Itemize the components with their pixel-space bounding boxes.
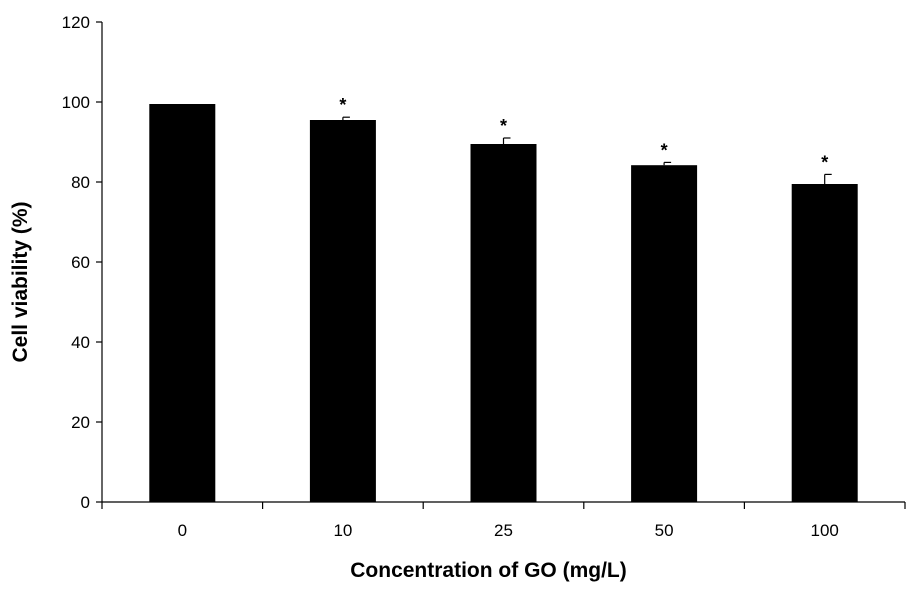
significance-mark-100: *: [821, 152, 828, 172]
bar-25: [470, 144, 537, 502]
x-tick-label-25: 25: [494, 521, 513, 540]
bar-100: [791, 184, 858, 502]
bar-10: [309, 120, 376, 502]
significance-markers: * * * *: [339, 95, 828, 172]
bar-0: [149, 104, 216, 502]
x-tick-label-10: 10: [333, 521, 352, 540]
significance-mark-50: *: [661, 140, 668, 160]
error-bars: [342, 116, 832, 184]
y-ticks: 0 20 40 60 80 100 120: [62, 13, 102, 512]
x-axis-title: Concentration of GO (mg/L): [350, 559, 626, 582]
x-tick-label-0: 0: [178, 521, 187, 540]
y-tick-label-40: 40: [71, 333, 90, 352]
y-tick-label-80: 80: [71, 173, 90, 192]
y-tick-label-20: 20: [71, 413, 90, 432]
bars: [149, 104, 858, 502]
significance-mark-10: *: [339, 95, 346, 115]
y-tick-label-100: 100: [62, 93, 90, 112]
x-ticks: 0 10 25 50 100: [101, 502, 906, 540]
y-tick-label-0: 0: [81, 493, 90, 512]
significance-mark-25: *: [500, 116, 507, 136]
x-tick-label-50: 50: [655, 521, 674, 540]
bar-50: [631, 165, 698, 502]
x-tick-label-100: 100: [811, 521, 839, 540]
y-tick-label-120: 120: [62, 13, 90, 32]
y-tick-label-60: 60: [71, 253, 90, 272]
y-axis-title: Cell viability (%): [9, 201, 32, 362]
